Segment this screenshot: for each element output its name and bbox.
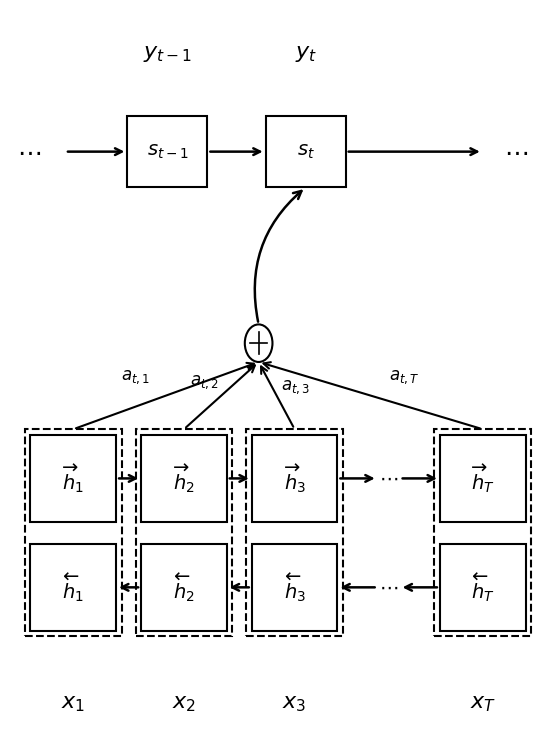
Text: $s_t$: $s_t$ [297, 143, 315, 161]
Text: $a_{t,2}$: $a_{t,2}$ [190, 373, 219, 391]
Bar [31, 544, 116, 630]
Text: $x_T$: $x_T$ [470, 694, 496, 714]
Text: $a_{t,T}$: $a_{t,T}$ [389, 368, 419, 386]
Text: $x_3$: $x_3$ [282, 694, 307, 714]
Bar [141, 544, 227, 630]
Text: $y_t$: $y_t$ [295, 44, 317, 64]
Text: $x_2$: $x_2$ [172, 694, 196, 714]
Bar [127, 116, 207, 187]
Bar [136, 429, 232, 636]
Bar [25, 429, 122, 636]
Text: $a_{t,3}$: $a_{t,3}$ [281, 378, 311, 396]
Text: $\overrightarrow{h}_1$: $\overrightarrow{h}_1$ [62, 462, 85, 495]
Text: $x_1$: $x_1$ [61, 694, 86, 714]
Bar [440, 544, 525, 630]
Bar [246, 429, 343, 636]
Text: $s_{t-1}$: $s_{t-1}$ [147, 143, 188, 161]
Text: $a_{t,1}$: $a_{t,1}$ [121, 368, 150, 386]
Text: $\cdots$: $\cdots$ [379, 578, 398, 597]
Text: $\overleftarrow{h}_2$: $\overleftarrow{h}_2$ [173, 571, 195, 604]
Bar [434, 429, 531, 636]
Text: $\cdots$: $\cdots$ [504, 139, 528, 164]
Bar [141, 435, 227, 522]
Bar [266, 116, 346, 187]
Bar [252, 544, 337, 630]
Bar [31, 435, 116, 522]
Text: $\overrightarrow{h}_T$: $\overrightarrow{h}_T$ [471, 462, 495, 495]
Circle shape [245, 324, 272, 362]
Text: $y_{t-1}$: $y_{t-1}$ [143, 44, 192, 64]
Text: $\cdots$: $\cdots$ [17, 139, 41, 164]
Text: $\overrightarrow{h}_3$: $\overrightarrow{h}_3$ [284, 462, 306, 495]
FancyArrowPatch shape [255, 191, 301, 322]
Bar [252, 435, 337, 522]
Text: $\overrightarrow{h}_2$: $\overrightarrow{h}_2$ [173, 462, 195, 495]
Text: $\overleftarrow{h}_3$: $\overleftarrow{h}_3$ [284, 571, 306, 604]
Text: $\overleftarrow{h}_T$: $\overleftarrow{h}_T$ [471, 571, 495, 604]
Text: $\overleftarrow{h}_1$: $\overleftarrow{h}_1$ [62, 571, 85, 604]
Bar [440, 435, 525, 522]
Text: $\cdots$: $\cdots$ [379, 469, 398, 488]
